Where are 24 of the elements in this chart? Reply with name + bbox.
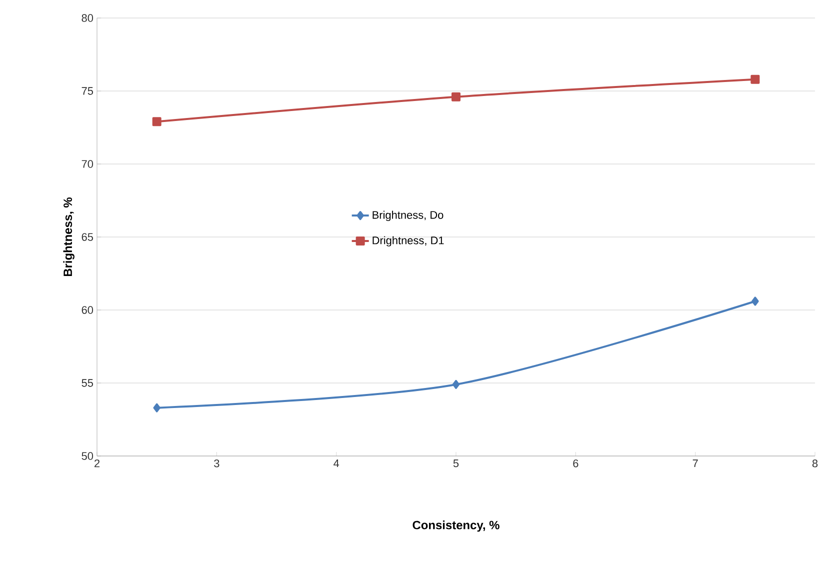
legend-label: Brightness, Do: [372, 210, 444, 222]
point: [750, 74, 760, 84]
legend-label: Drightness, D1: [372, 236, 444, 246]
point: [452, 380, 460, 389]
y-tick-label: 70: [82, 160, 94, 168]
y-axis-title: Brightness, %: [63, 197, 74, 276]
y-tick-label: 50: [82, 452, 94, 460]
x-tick-label: 7: [692, 460, 698, 468]
x-tick-label: 6: [573, 460, 578, 468]
x-tick-label: 8: [812, 460, 818, 468]
point: [152, 117, 162, 126]
y-tick-label: 75: [82, 87, 94, 95]
y-tick-label: 65: [82, 233, 94, 241]
x-axis-title: Consistency, %: [412, 520, 500, 532]
x-tick-label: 2: [94, 460, 100, 468]
y-tick-label: 60: [82, 306, 94, 314]
x-tick-label: 5: [453, 460, 459, 468]
y-tick-label: 55: [82, 379, 94, 387]
point: [752, 296, 759, 306]
x-tick-label: 4: [334, 460, 340, 468]
y-tick-label: 80: [82, 14, 94, 22]
x-tick-label: 3: [214, 460, 220, 468]
point: [452, 92, 460, 102]
point: [153, 403, 160, 412]
